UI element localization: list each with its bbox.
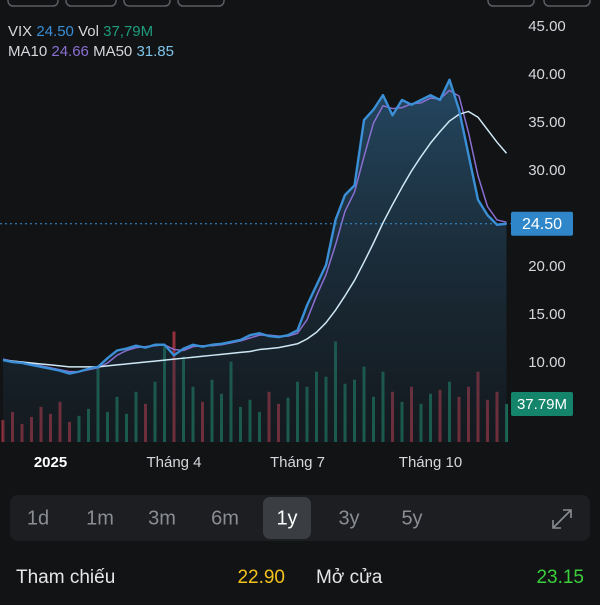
toolbar-button[interactable] <box>65 0 117 7</box>
y-tick-label: 45.00 <box>528 18 566 35</box>
range-button[interactable]: 1m <box>86 507 114 529</box>
y-tick-label: 15.00 <box>528 306 566 323</box>
legend-name: VIX <box>8 23 32 40</box>
legend: MA10 24.66 MA50 31.85 <box>8 43 174 60</box>
price-line <box>2 78 507 375</box>
reference-value: 22.90 <box>237 567 285 588</box>
range-selected <box>263 497 311 539</box>
price-badge-text: 24.50 <box>522 216 562 233</box>
toolbar-button[interactable] <box>487 0 535 7</box>
y-tick-label: 10.00 <box>528 354 566 371</box>
y-tick-label: 30.00 <box>528 162 566 179</box>
legend-name: Vol <box>78 23 99 40</box>
x-tick-label: Tháng 4 <box>146 454 201 471</box>
legend-name: MA10 <box>8 43 47 60</box>
ma-line <box>2 110 508 368</box>
range-buttons: 1d 1m 3m 6m 1y 3y 5y <box>27 497 423 539</box>
open-label: Mở cửa <box>316 567 383 588</box>
open-value: 23.15 <box>536 567 584 588</box>
range-button[interactable]: 3y <box>338 507 359 529</box>
x-tick-label: Tháng 10 <box>399 454 462 471</box>
legend-value: 24.66 <box>51 43 89 60</box>
toolbar-button[interactable] <box>177 0 225 7</box>
legend-value: 24.50 <box>36 23 74 40</box>
legend-value: 31.85 <box>136 43 174 60</box>
volume-badge-text: 37.79M <box>517 396 567 413</box>
range-button[interactable]: 1y <box>276 507 297 529</box>
top-buttons <box>7 0 591 7</box>
legend-value: 37,79M <box>103 23 153 40</box>
reference-label: Tham chiếu <box>16 567 115 588</box>
y-tick-label: 20.00 <box>528 258 566 275</box>
range-button[interactable]: 5y <box>401 507 422 529</box>
x-tick-label: Tháng 7 <box>270 454 325 471</box>
expand-icon[interactable] <box>552 509 572 529</box>
range-button[interactable]: 3m <box>148 507 176 529</box>
toolbar-button[interactable] <box>543 0 591 7</box>
range-button[interactable]: 6m <box>211 507 239 529</box>
price-area <box>3 79 507 443</box>
toolbar-button[interactable] <box>123 0 171 7</box>
price-badge <box>511 211 573 236</box>
toolbar-button[interactable] <box>7 0 59 7</box>
x-tick-label: 2025 <box>34 454 67 471</box>
range-button[interactable]: 1d <box>27 507 49 529</box>
volume-badge <box>511 392 573 417</box>
y-tick-label: 35.00 <box>528 114 566 131</box>
legend: VIX 24.50 Vol 37,79M <box>8 23 153 40</box>
y-tick-label: 40.00 <box>528 66 566 83</box>
legend-name: MA50 <box>93 43 132 60</box>
plot: 5.0010.0015.0020.0030.0035.0040.0045.002… <box>0 18 573 471</box>
